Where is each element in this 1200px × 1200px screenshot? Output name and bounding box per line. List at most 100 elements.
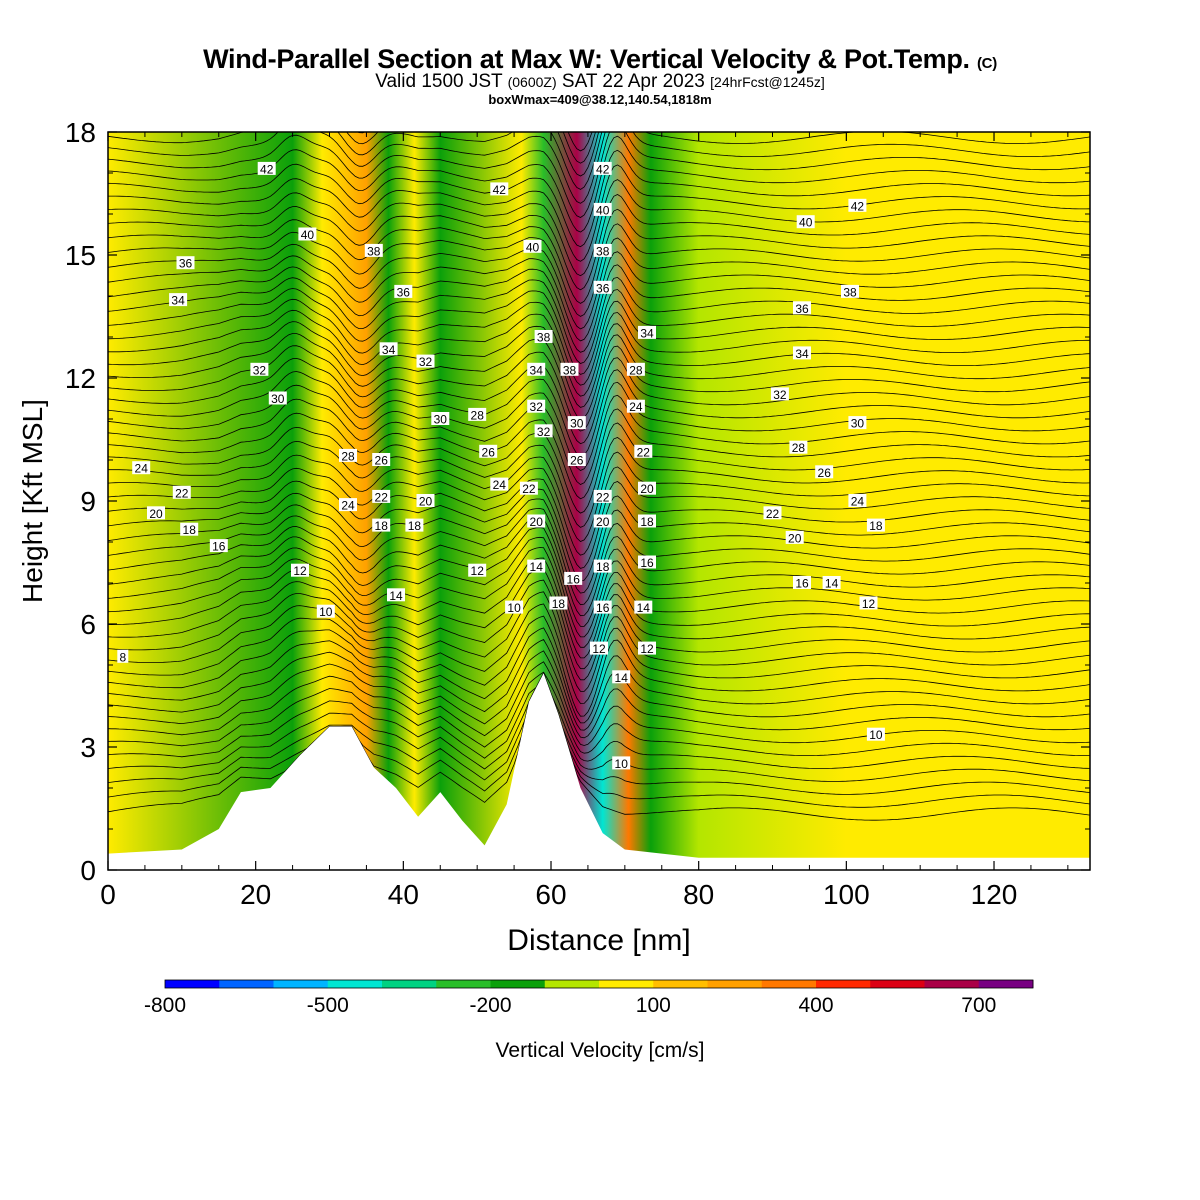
colorbar-swatch bbox=[978, 980, 1034, 988]
x-tick-label: 80 bbox=[683, 879, 714, 910]
theta-label: 12 bbox=[640, 642, 654, 656]
theta-label: 18 bbox=[640, 515, 654, 529]
theta-label: 34 bbox=[382, 343, 396, 357]
theta-label-bg bbox=[638, 481, 656, 495]
theta-label-bg bbox=[387, 588, 405, 602]
theta-contour-line bbox=[108, 672, 1090, 782]
theta-label: 10 bbox=[507, 601, 521, 615]
theta-label: 26 bbox=[482, 445, 496, 459]
colorbar-swatch bbox=[544, 980, 600, 988]
theta-contour-line bbox=[108, 627, 1090, 724]
colorbar-tick-label: -500 bbox=[307, 994, 349, 1017]
theta-label-bg bbox=[490, 182, 509, 196]
theta-contour-line bbox=[108, 179, 1090, 277]
theta-contour-line bbox=[108, 568, 1090, 670]
theta-contour-line bbox=[108, 149, 1090, 248]
theta-contour-line bbox=[108, 194, 1090, 291]
x-tick-label: 0 bbox=[100, 879, 116, 910]
theta-label-bg bbox=[549, 596, 568, 610]
theta-label: 38 bbox=[563, 363, 577, 377]
theta-label-bg bbox=[364, 243, 383, 257]
forecast-info: [24hrFcst@1245z] bbox=[710, 74, 825, 90]
x-tick-label: 60 bbox=[535, 879, 566, 910]
theta-contour-line bbox=[108, 321, 1090, 408]
theta-contour-line bbox=[108, 498, 1090, 594]
colorbar-swatch bbox=[870, 980, 925, 988]
theta-label: 14 bbox=[825, 577, 839, 591]
theta-label-bg bbox=[822, 576, 841, 589]
colorbar-swatch bbox=[165, 980, 220, 988]
theta-label-bg bbox=[793, 576, 811, 589]
theta-label-bg bbox=[638, 641, 656, 655]
theta-label: 22 bbox=[175, 486, 189, 500]
theta-label-bg bbox=[793, 301, 811, 315]
colorbar-swatch bbox=[490, 980, 546, 988]
theta-label: 18 bbox=[869, 519, 883, 533]
theta-label: 24 bbox=[135, 462, 149, 476]
theta-label-bg bbox=[257, 161, 276, 175]
theta-contour-line bbox=[108, 422, 1090, 514]
theta-label-bg bbox=[298, 227, 317, 241]
theta-label-bg bbox=[593, 559, 612, 573]
theta-label-bg bbox=[638, 514, 656, 528]
theta-label-bg bbox=[593, 202, 612, 216]
theta-label-bg bbox=[626, 362, 645, 376]
y-tick-label: 0 bbox=[80, 855, 96, 886]
colorbar-swatch bbox=[219, 980, 274, 988]
theta-label-bg bbox=[763, 506, 782, 520]
theta-contour-line bbox=[108, 264, 1090, 353]
theta-contour-line bbox=[108, 276, 1090, 364]
theta-contour-line bbox=[108, 223, 1090, 317]
colorbar-tick-label: 400 bbox=[798, 994, 833, 1017]
theta-label-bg bbox=[132, 461, 151, 475]
theta-label-bg bbox=[527, 559, 546, 573]
colorbar-swatch bbox=[761, 980, 817, 988]
y-tick-label: 9 bbox=[80, 486, 96, 517]
theta-contour-line bbox=[108, 672, 1090, 808]
y-tick-label: 6 bbox=[80, 609, 96, 640]
theta-label: 20 bbox=[640, 482, 654, 496]
theta-label: 40 bbox=[301, 228, 315, 242]
theta-label: 22 bbox=[596, 490, 610, 504]
theta-contour-line bbox=[108, 345, 1090, 432]
theta-label: 28 bbox=[792, 441, 806, 455]
theta-label-bg bbox=[379, 342, 398, 356]
theta-contour-line bbox=[108, 369, 1090, 458]
theta-label-bg bbox=[394, 284, 413, 298]
theta-contour-line bbox=[108, 615, 1090, 717]
theta-contour-line bbox=[108, 309, 1090, 397]
theta-label: 26 bbox=[375, 454, 389, 468]
theta-label: 36 bbox=[795, 302, 809, 316]
theta-label-bg bbox=[479, 444, 498, 458]
theta-label: 22 bbox=[637, 445, 651, 459]
theta-label-bg bbox=[468, 407, 487, 421]
theta-contour-line bbox=[108, 132, 1090, 190]
theta-label: 38 bbox=[596, 244, 610, 258]
theta-label-bg bbox=[416, 494, 435, 507]
theta-label: 42 bbox=[596, 162, 610, 176]
theta-label: 40 bbox=[596, 203, 610, 217]
theta-label: 10 bbox=[615, 757, 629, 771]
theta-label-bg bbox=[564, 571, 583, 585]
theta-contour-line bbox=[108, 661, 1090, 746]
colorbar-tick-label: -200 bbox=[469, 994, 511, 1017]
theta-label-bg bbox=[209, 539, 228, 553]
colorbar-tick-label: -800 bbox=[144, 994, 186, 1017]
theta-label-bg bbox=[634, 600, 653, 614]
theta-label-bg bbox=[180, 522, 199, 536]
theta-label: 16 bbox=[596, 601, 610, 615]
theta-label-bg bbox=[527, 362, 546, 376]
theta-label-bg bbox=[567, 453, 586, 466]
copyright-mark: (C) bbox=[976, 55, 997, 72]
theta-label: 24 bbox=[493, 478, 507, 492]
theta-label-bg bbox=[841, 284, 859, 298]
x-axis-label: Distance [nm] bbox=[507, 924, 690, 957]
theta-label: 32 bbox=[253, 363, 267, 377]
theta-label-bg bbox=[534, 424, 553, 438]
theta-label: 38 bbox=[537, 331, 551, 345]
theta-label: 8 bbox=[119, 650, 126, 664]
theta-contour-line bbox=[108, 672, 1090, 821]
